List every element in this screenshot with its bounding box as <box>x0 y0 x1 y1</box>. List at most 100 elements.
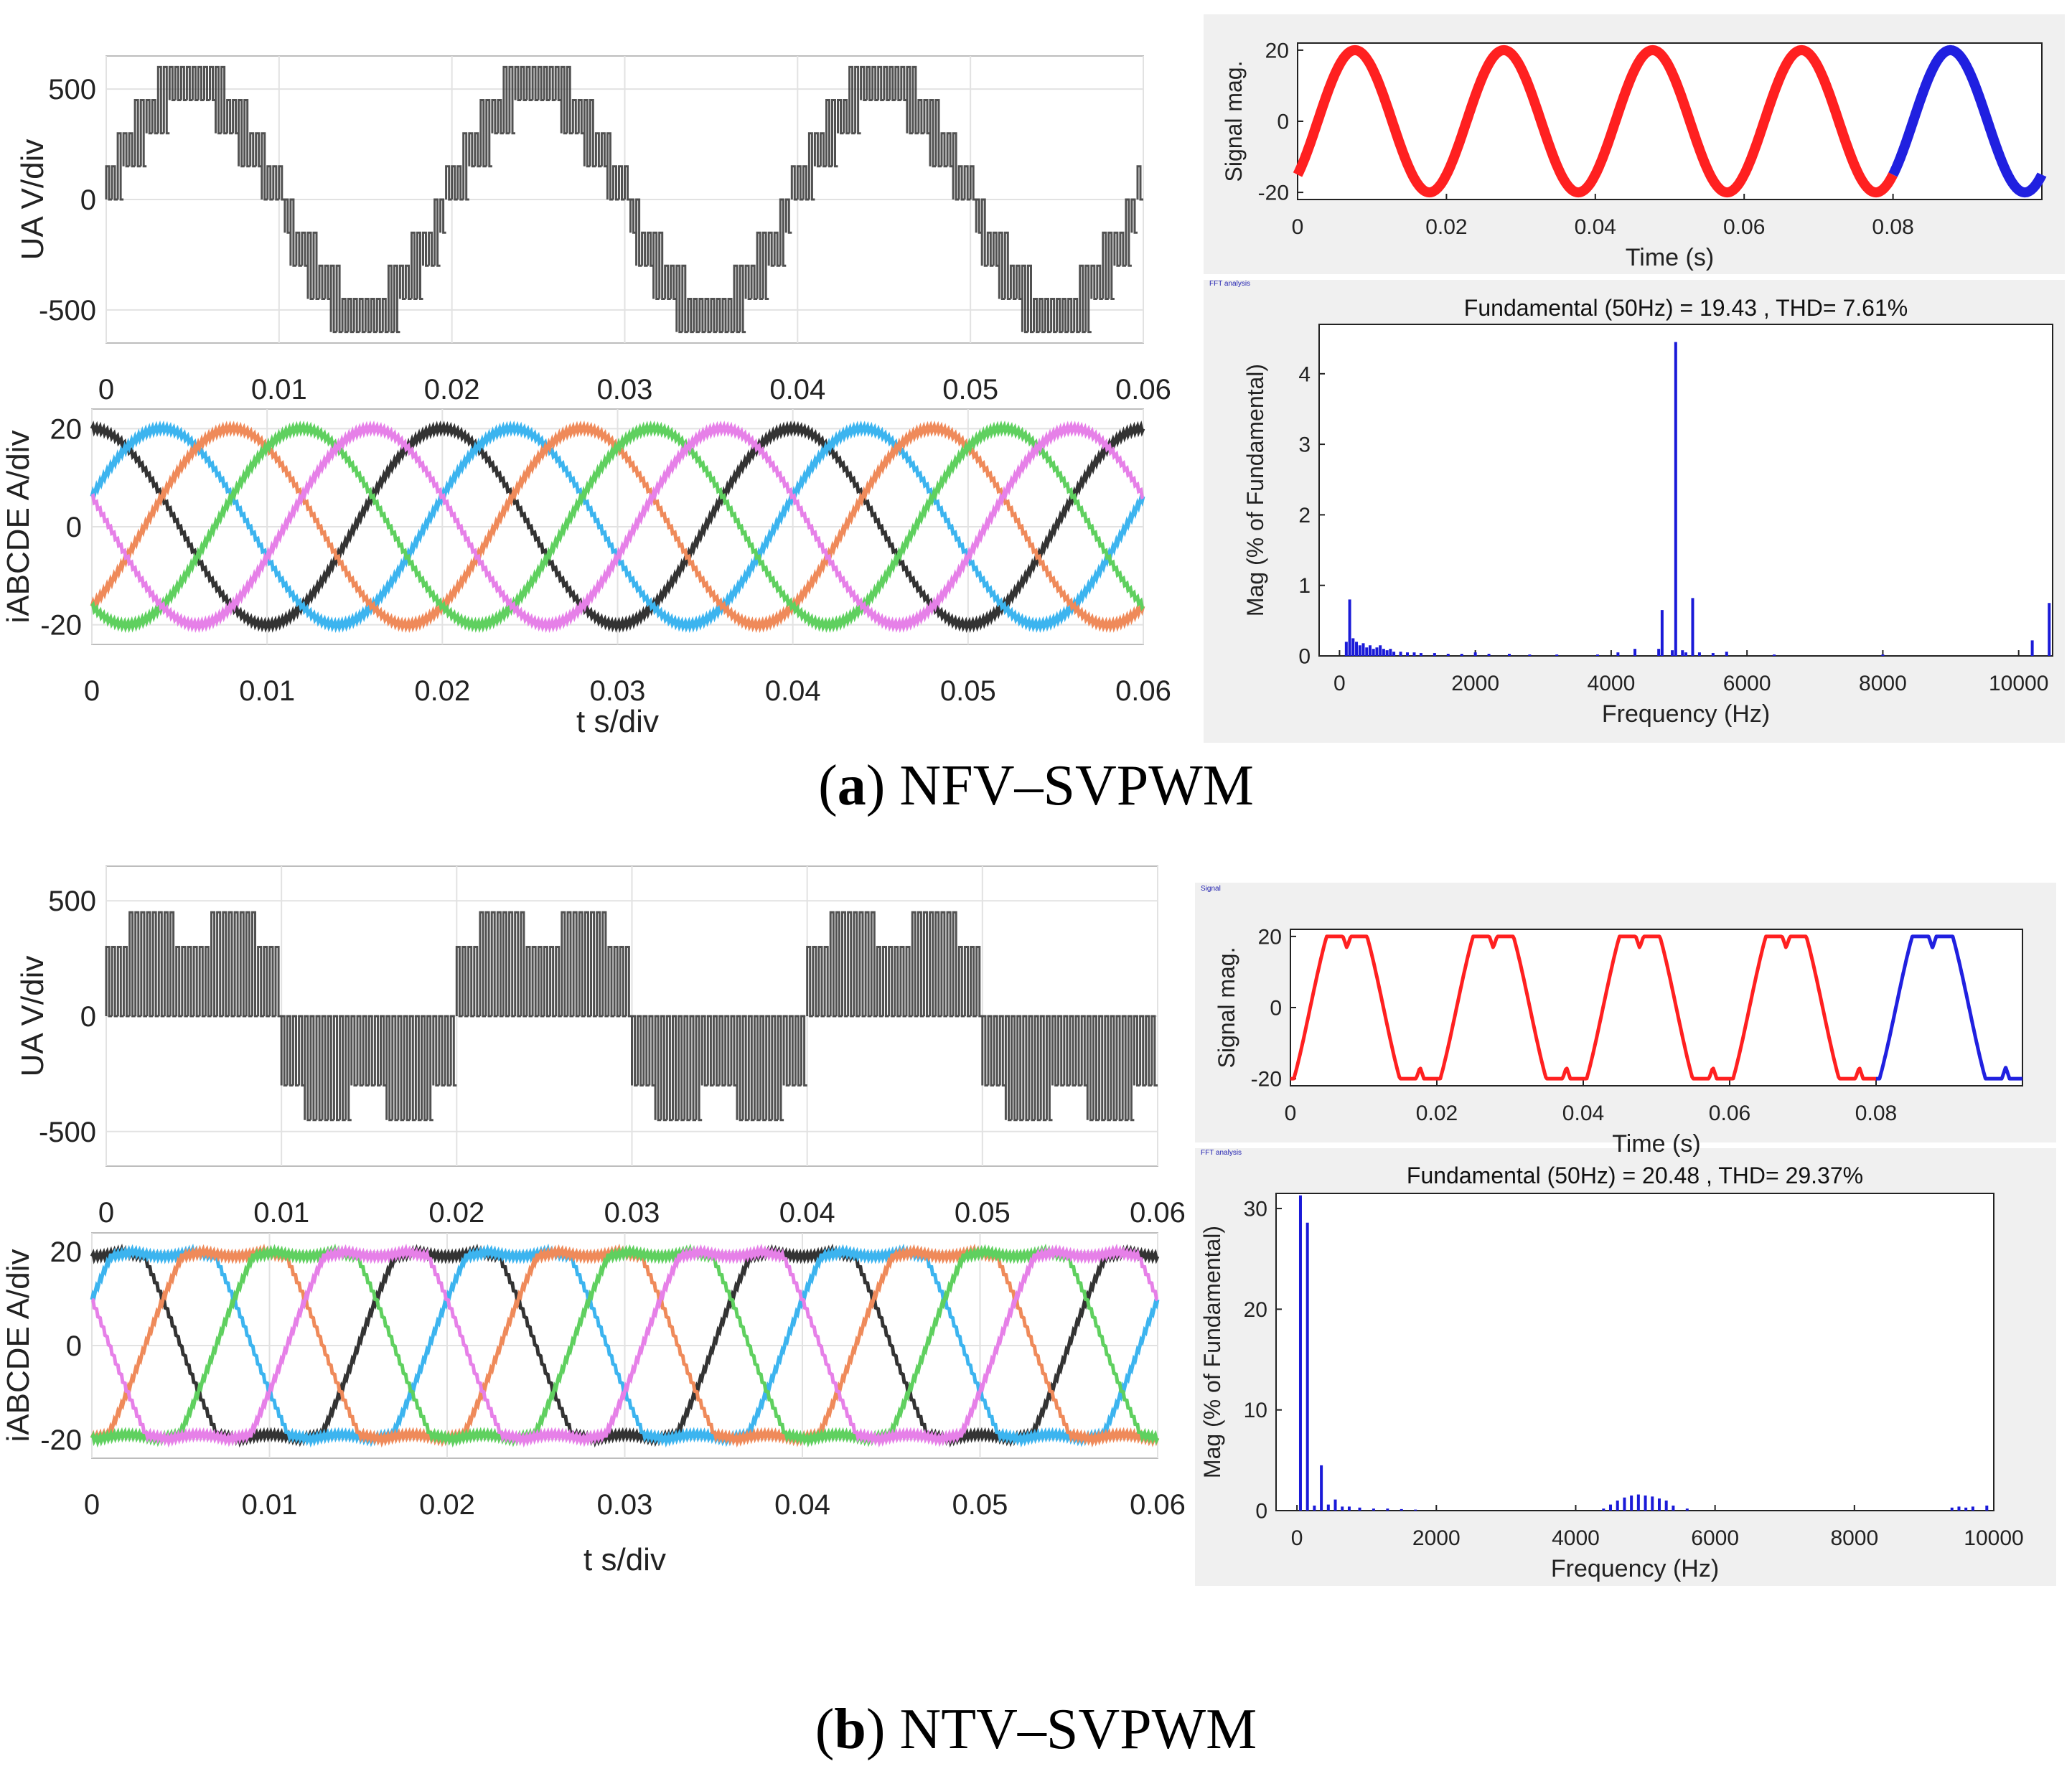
caption-b: (b) NTV–SVPWM <box>815 1698 1257 1761</box>
x-tick-label: 0.05 <box>940 675 996 707</box>
y-tick-label: 4 <box>1298 362 1311 386</box>
y-axis-label: iABCDE A/div <box>1 1249 36 1442</box>
x-axis-label: t s/div <box>576 704 659 739</box>
y-tick-label: -20 <box>1258 182 1289 205</box>
y-tick-label: 1 <box>1298 574 1311 598</box>
y-axis-label: iABCDE A/div <box>1 431 36 624</box>
x-tick-label: 0.03 <box>597 374 653 405</box>
x-tick-label: 0.05 <box>955 1197 1011 1229</box>
current-series-iA <box>90 1243 1160 1448</box>
x-axis-label: Time (s) <box>1612 1130 1700 1158</box>
x-tick-label: 0.06 <box>1130 1489 1186 1521</box>
x-tick-label: 0.06 <box>1723 215 1765 239</box>
y-tick-label: 20 <box>1244 1298 1267 1322</box>
y-axis-label: UA V/div <box>15 139 50 260</box>
scope-title-b-fft: FFT analysis <box>1201 1149 1242 1157</box>
caption-b-label: b <box>834 1698 866 1761</box>
x-tick-label: 0 <box>1291 1526 1303 1550</box>
current-series-iE <box>91 1243 1158 1448</box>
y-tick-label: 10 <box>1244 1399 1267 1422</box>
x-tick-label: 0.03 <box>604 1197 660 1229</box>
y-tick-label: -500 <box>39 295 96 327</box>
x-tick-label: 0 <box>1333 672 1346 695</box>
axes-a_fft: 0 2000 4000 6000 8000 10000 0 1 2 3 4 Mag (% of Fun… <box>1242 295 2053 728</box>
x-tick-label: 0.02 <box>419 1489 475 1521</box>
y-tick-label: 20 <box>50 413 83 445</box>
x-tick-label: 0.06 <box>1130 1197 1186 1229</box>
y-tick-label: 0 <box>1270 997 1282 1020</box>
x-tick-label: 0.03 <box>590 675 646 707</box>
x-tick-label: 0.01 <box>242 1489 298 1521</box>
x-tick-label: 0.04 <box>1562 1102 1604 1125</box>
caption-b-text: NTV–SVPWM <box>899 1698 1257 1761</box>
y-tick-label: 30 <box>1244 1198 1267 1221</box>
y-tick-label: 2 <box>1298 504 1311 527</box>
x-tick-label: 0.05 <box>942 374 998 405</box>
x-axis-label: t s/div <box>583 1542 666 1577</box>
scope-title-b-signal: Signal <box>1201 885 1221 893</box>
x-tick-label: 0.03 <box>597 1489 653 1521</box>
y-tick-label: -20 <box>40 610 82 642</box>
x-tick-label: 0 <box>84 675 100 707</box>
y-axis-label: Mag (% of Fundamental) <box>1242 364 1268 616</box>
plot-area-b_sig <box>1290 929 2023 1086</box>
x-tick-label: 0.06 <box>1115 675 1171 707</box>
voltage-waveform-ua <box>105 65 1143 334</box>
x-tick-label: 0.08 <box>1872 215 1913 239</box>
axes-b_fft: 0 2000 4000 6000 8000 10000 0 10 20 30 Mag (% of F… <box>1199 1163 2024 1582</box>
x-tick-label: 10000 <box>1989 672 2048 695</box>
caption-a-text: NFV–SVPWM <box>899 754 1254 817</box>
y-tick-label: 0 <box>1298 645 1311 669</box>
x-tick-label: 0.04 <box>779 1197 835 1229</box>
current-series-iE <box>90 420 1145 634</box>
plot-area-b_fft <box>1275 1193 1994 1511</box>
x-tick-label: 0.05 <box>952 1489 1008 1521</box>
x-tick-label: 0.06 <box>1115 374 1171 405</box>
caption-a: (a) NFV–SVPWM <box>818 754 1254 817</box>
x-tick-label: 4000 <box>1552 1526 1600 1550</box>
y-tick-label: 0 <box>1277 111 1289 134</box>
current-series-iD <box>90 1243 1160 1448</box>
x-tick-label: 0.02 <box>1416 1102 1458 1125</box>
x-tick-label: 0 <box>98 374 114 405</box>
y-tick-label: 0 <box>66 1330 82 1362</box>
x-tick-label: 0.06 <box>1709 1102 1750 1125</box>
y-tick-label: 0 <box>80 184 96 216</box>
x-tick-label: 0.01 <box>253 1197 309 1229</box>
x-tick-label: 0.02 <box>1425 215 1467 239</box>
x-tick-label: 4000 <box>1588 672 1636 695</box>
y-axis-label: UA V/div <box>15 956 50 1077</box>
y-tick-label: 500 <box>48 886 96 917</box>
y-axis-label: Signal mag. <box>1214 947 1239 1069</box>
x-tick-label: 0.04 <box>774 1489 830 1521</box>
signal-series-fft-window <box>1874 934 2025 1081</box>
y-tick-label: 3 <box>1298 433 1311 457</box>
x-axis-label: Time (s) <box>1626 244 1714 271</box>
x-tick-label: 6000 <box>1723 672 1771 695</box>
x-tick-label: 0.08 <box>1855 1102 1897 1125</box>
plot-area-a_fft <box>1318 324 2053 657</box>
y-axis-label: Mag (% of Fundamental) <box>1199 1226 1225 1478</box>
x-tick-label: 0.04 <box>1575 215 1616 239</box>
x-tick-label: 0.02 <box>414 675 470 707</box>
y-tick-label: 0 <box>1255 1500 1267 1524</box>
voltage-waveform-ua <box>105 911 1158 1122</box>
y-tick-label: 0 <box>80 1001 96 1033</box>
x-tick-label: 0.04 <box>765 675 821 707</box>
scope-title-a-fft: FFT analysis <box>1209 280 1250 288</box>
y-tick-label: 20 <box>1265 39 1289 62</box>
x-tick-label: 0.01 <box>251 374 307 405</box>
x-tick-label: 10000 <box>1964 1526 2023 1550</box>
chart-title: Fundamental (50Hz) = 19.43 , THD= 7.61% <box>1464 295 1908 321</box>
x-tick-label: 0.01 <box>239 675 295 707</box>
x-axis-label: Frequency (Hz) <box>1551 1555 1719 1582</box>
x-axis-label: Frequency (Hz) <box>1602 700 1770 728</box>
x-tick-label: 2000 <box>1412 1526 1461 1550</box>
caption-a-label: a <box>837 754 866 817</box>
y-tick-label: -500 <box>39 1117 96 1148</box>
x-tick-label: 0.02 <box>424 374 480 405</box>
x-tick-label: 0.04 <box>769 374 825 405</box>
